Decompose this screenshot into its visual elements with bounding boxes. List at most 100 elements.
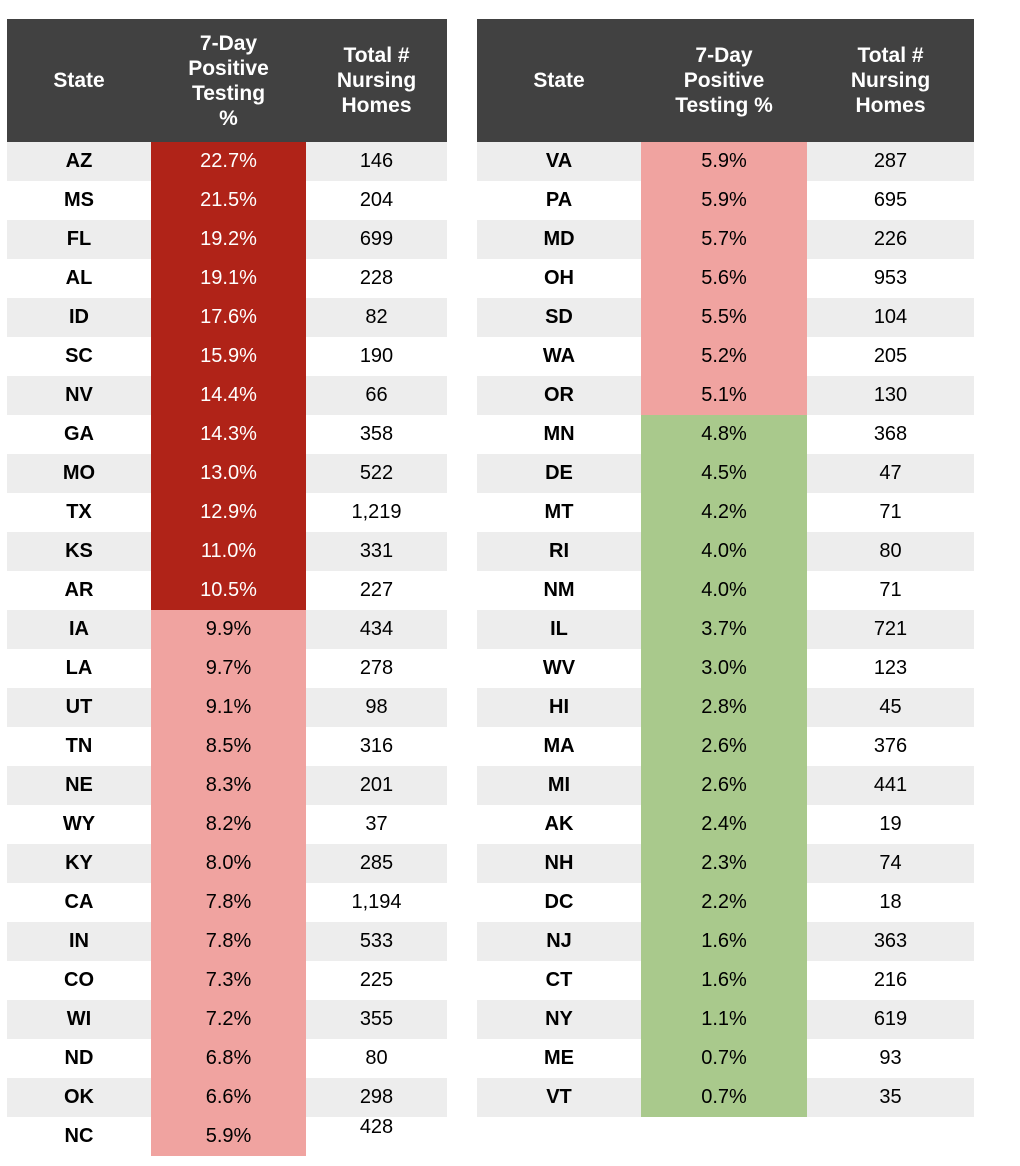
table-row: OR 5.1% 130 (477, 376, 974, 415)
homes-cell: 434 (306, 610, 447, 649)
homes-cell: 287 (807, 142, 974, 181)
state-cell: NJ (477, 922, 641, 961)
table-row: TN 8.5% 316 (7, 727, 447, 766)
pct-cell: 3.0% (641, 649, 807, 688)
table-row: AK 2.4% 19 (477, 805, 974, 844)
pct-cell: 1.1% (641, 1000, 807, 1039)
left-table-header: State 7-Day Positive Testing % Total # N… (7, 19, 447, 142)
state-cell: FL (7, 220, 151, 259)
homes-cell: 93 (807, 1039, 974, 1078)
right-table-header: State 7-Day Positive Testing % Total # N… (477, 19, 974, 142)
pct-cell: 10.5% (151, 571, 306, 610)
table-row: MS 21.5% 204 (7, 181, 447, 220)
homes-cell: 228 (306, 259, 447, 298)
homes-cell: 285 (306, 844, 447, 883)
state-cell: OK (7, 1078, 151, 1117)
right-table-body: VA 5.9% 287 PA 5.9% 695 MD 5.7% 226 OH 5.6% 953 SD 5.… (477, 142, 974, 1117)
table-row: NC 5.9% 428 (7, 1116, 447, 1156)
table-row: MD 5.7% 226 (477, 220, 974, 259)
table-row: AL 19.1% 228 (7, 259, 447, 298)
homes-cell: 104 (807, 298, 974, 337)
pct-cell: 11.0% (151, 532, 306, 571)
homes-cell: 82 (306, 298, 447, 337)
table-row: NH 2.3% 74 (477, 844, 974, 883)
pct-cell: 4.0% (641, 571, 807, 610)
pct-cell: 7.8% (151, 883, 306, 922)
table-row: IA 9.9% 434 (7, 610, 447, 649)
homes-cell: 98 (306, 688, 447, 727)
state-cell: IA (7, 610, 151, 649)
state-cell: WA (477, 337, 641, 376)
pct-cell: 2.3% (641, 844, 807, 883)
state-cell: LA (7, 649, 151, 688)
pct-cell: 19.2% (151, 220, 306, 259)
table-row: CO 7.3% 225 (7, 961, 447, 1000)
pct-cell: 9.9% (151, 610, 306, 649)
pct-cell: 19.1% (151, 259, 306, 298)
state-cell: RI (477, 532, 641, 571)
state-cell: AZ (7, 142, 151, 181)
homes-cell: 35 (807, 1078, 974, 1117)
state-cell: CA (7, 883, 151, 922)
homes-cell: 1,219 (306, 493, 447, 532)
table-row: KS 11.0% 331 (7, 532, 447, 571)
pct-cell: 21.5% (151, 181, 306, 220)
table-row: AZ 22.7% 146 (7, 142, 447, 181)
state-cell: WI (7, 1000, 151, 1039)
col-header-positive-testing: 7-Day Positive Testing % (151, 19, 306, 142)
table-row: MO 13.0% 522 (7, 454, 447, 493)
header-row: State 7-Day Positive Testing % Total # N… (7, 19, 447, 142)
homes-cell: 37 (306, 805, 447, 844)
homes-cell: 619 (807, 1000, 974, 1039)
state-cell: KY (7, 844, 151, 883)
homes-cell: 363 (807, 922, 974, 961)
header-row: State 7-Day Positive Testing % Total # N… (477, 19, 974, 142)
state-cell: NM (477, 571, 641, 610)
state-cell: OR (477, 376, 641, 415)
state-cell: AK (477, 805, 641, 844)
pct-cell: 8.5% (151, 727, 306, 766)
right-state-table: State 7-Day Positive Testing % Total # N… (477, 19, 974, 1117)
pct-cell: 1.6% (641, 961, 807, 1000)
pct-cell: 5.1% (641, 376, 807, 415)
state-cell: MI (477, 766, 641, 805)
state-cell: SC (7, 337, 151, 376)
homes-cell: 428 (306, 1116, 447, 1156)
homes-cell: 953 (807, 259, 974, 298)
homes-cell: 146 (306, 142, 447, 181)
homes-cell: 331 (306, 532, 447, 571)
table-row: IN 7.8% 533 (7, 922, 447, 961)
state-cell: NC (7, 1117, 151, 1156)
table-row: HI 2.8% 45 (477, 688, 974, 727)
homes-cell: 18 (807, 883, 974, 922)
pct-cell: 4.2% (641, 493, 807, 532)
table-row: SC 15.9% 190 (7, 337, 447, 376)
pct-cell: 12.9% (151, 493, 306, 532)
pct-cell: 15.9% (151, 337, 306, 376)
pct-cell: 2.6% (641, 766, 807, 805)
table-row: TX 12.9% 1,219 (7, 493, 447, 532)
homes-cell: 368 (807, 415, 974, 454)
table-row: NE 8.3% 201 (7, 766, 447, 805)
homes-cell: 522 (306, 454, 447, 493)
homes-cell: 358 (306, 415, 447, 454)
pct-cell: 7.8% (151, 922, 306, 961)
pct-cell: 5.5% (641, 298, 807, 337)
pct-cell: 4.0% (641, 532, 807, 571)
homes-cell: 80 (306, 1039, 447, 1078)
table-row: PA 5.9% 695 (477, 181, 974, 220)
pct-cell: 9.7% (151, 649, 306, 688)
table-row: GA 14.3% 358 (7, 415, 447, 454)
table-row: MT 4.2% 71 (477, 493, 974, 532)
pct-cell: 0.7% (641, 1039, 807, 1078)
col-header-state: State (7, 19, 151, 142)
homes-cell: 278 (306, 649, 447, 688)
homes-cell: 216 (807, 961, 974, 1000)
table-row: WV 3.0% 123 (477, 649, 974, 688)
state-cell: DC (477, 883, 641, 922)
left-table-body: AZ 22.7% 146 MS 21.5% 204 FL 19.2% 699 AL 19.1% 228… (7, 142, 447, 1156)
state-cell: ID (7, 298, 151, 337)
left-state-table: State 7-Day Positive Testing % Total # N… (7, 19, 447, 1156)
homes-cell: 71 (807, 493, 974, 532)
